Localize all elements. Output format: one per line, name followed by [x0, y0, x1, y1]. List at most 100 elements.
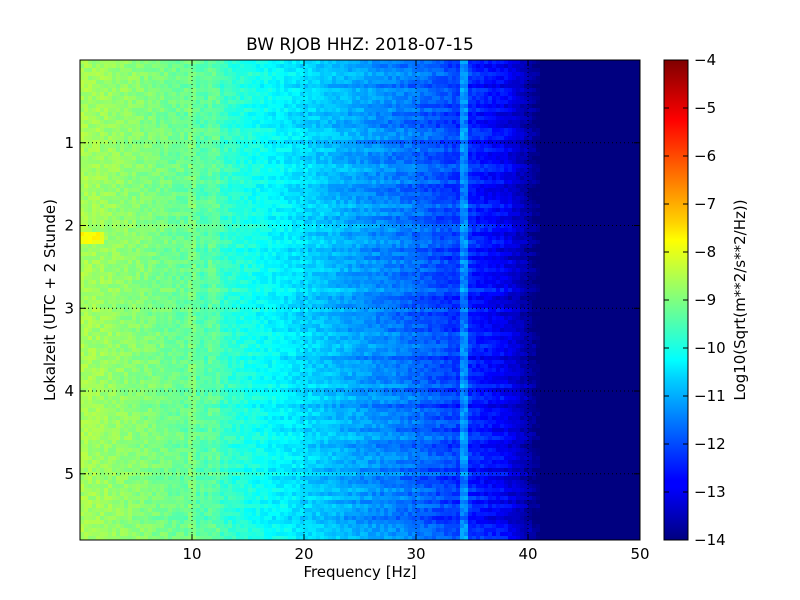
heatmap-cell	[148, 100, 153, 105]
heatmap-cell	[336, 116, 341, 121]
heatmap-cell	[336, 176, 341, 181]
heatmap-cell	[348, 160, 353, 165]
heatmap-cell	[344, 152, 349, 157]
heatmap-cell	[416, 112, 421, 117]
heatmap-cell	[404, 188, 409, 193]
heatmap-cell	[184, 200, 189, 205]
heatmap-cell	[324, 68, 329, 73]
heatmap-cell	[92, 136, 97, 141]
heatmap-cell	[176, 180, 181, 185]
heatmap-cell	[544, 136, 549, 141]
heatmap-cell	[512, 168, 517, 173]
heatmap-cell	[424, 76, 429, 81]
heatmap-cell	[620, 188, 625, 193]
heatmap-cell	[484, 96, 489, 101]
heatmap-cell	[512, 72, 517, 77]
heatmap-cell	[240, 100, 245, 105]
heatmap-cell	[92, 184, 97, 189]
heatmap-cell	[568, 72, 573, 77]
heatmap-cell	[368, 96, 373, 101]
heatmap-cell	[96, 172, 101, 177]
heatmap-cell	[612, 160, 617, 165]
heatmap-cell	[204, 128, 209, 133]
heatmap-cell	[264, 192, 269, 197]
heatmap-cell	[464, 144, 469, 149]
heatmap-cell	[172, 60, 177, 65]
heatmap-cell	[356, 160, 361, 165]
heatmap-cell	[288, 64, 293, 69]
heatmap-cell	[148, 60, 153, 65]
heatmap-cell	[284, 144, 289, 149]
heatmap-cell	[516, 100, 521, 105]
heatmap-cell	[192, 60, 197, 65]
heatmap-cell	[336, 108, 341, 113]
heatmap-cell	[504, 120, 509, 125]
heatmap-cell	[244, 152, 249, 157]
heatmap-cell	[180, 68, 185, 73]
heatmap-cell	[592, 132, 597, 137]
heatmap-cell	[320, 152, 325, 157]
heatmap-cell	[128, 120, 133, 125]
heatmap-cell	[448, 148, 453, 153]
heatmap-cell	[324, 140, 329, 145]
heatmap-cell	[368, 108, 373, 113]
heatmap-cell	[196, 132, 201, 137]
heatmap-cell	[276, 120, 281, 125]
heatmap-cell	[212, 184, 217, 189]
heatmap-cell	[484, 176, 489, 181]
heatmap-cell	[260, 80, 265, 85]
heatmap-cell	[388, 144, 393, 149]
heatmap-cell	[500, 188, 505, 193]
heatmap-cell	[348, 76, 353, 81]
heatmap-cell	[156, 176, 161, 181]
heatmap-cell	[272, 192, 277, 197]
heatmap-cell	[576, 168, 581, 173]
heatmap-cell	[132, 128, 137, 133]
heatmap-cell	[96, 64, 101, 69]
heatmap-cell	[452, 112, 457, 117]
heatmap-cell	[100, 196, 105, 201]
heatmap-cell	[376, 168, 381, 173]
heatmap-cell	[248, 84, 253, 89]
heatmap-cell	[132, 200, 137, 205]
heatmap-cell	[432, 144, 437, 149]
heatmap-cell	[420, 148, 425, 153]
heatmap-cell	[536, 172, 541, 177]
heatmap-cell	[220, 72, 225, 77]
heatmap-cell	[560, 68, 565, 73]
heatmap-cell	[192, 176, 197, 181]
heatmap-cell	[196, 180, 201, 185]
heatmap-cell	[456, 124, 461, 129]
heatmap-cell	[80, 116, 85, 121]
heatmap-cell	[340, 136, 345, 141]
heatmap-cell	[368, 116, 373, 121]
heatmap-cell	[228, 148, 233, 153]
heatmap-cell	[328, 176, 333, 181]
heatmap-cell	[440, 96, 445, 101]
heatmap-cell	[592, 188, 597, 193]
heatmap-cell	[136, 148, 141, 153]
heatmap-cell	[532, 172, 537, 177]
heatmap-cell	[164, 180, 169, 185]
heatmap-cell	[376, 92, 381, 97]
heatmap-cell	[528, 60, 533, 65]
heatmap-cell	[236, 128, 241, 133]
heatmap-cell	[200, 128, 205, 133]
heatmap-cell	[544, 88, 549, 93]
heatmap-cell	[228, 140, 233, 145]
heatmap-cell	[320, 60, 325, 65]
heatmap-cell	[148, 188, 153, 193]
heatmap-cell	[464, 60, 469, 65]
heatmap-cell	[468, 128, 473, 133]
heatmap-cell	[92, 172, 97, 177]
heatmap-cell	[264, 108, 269, 113]
heatmap-cell	[248, 108, 253, 113]
heatmap-cell	[88, 140, 93, 145]
heatmap-cell	[96, 60, 101, 65]
heatmap-cell	[96, 144, 101, 149]
heatmap-cell	[160, 196, 165, 201]
heatmap-cell	[328, 68, 333, 73]
heatmap-cell	[516, 88, 521, 93]
heatmap-cell	[452, 176, 457, 181]
heatmap-cell	[528, 192, 533, 197]
